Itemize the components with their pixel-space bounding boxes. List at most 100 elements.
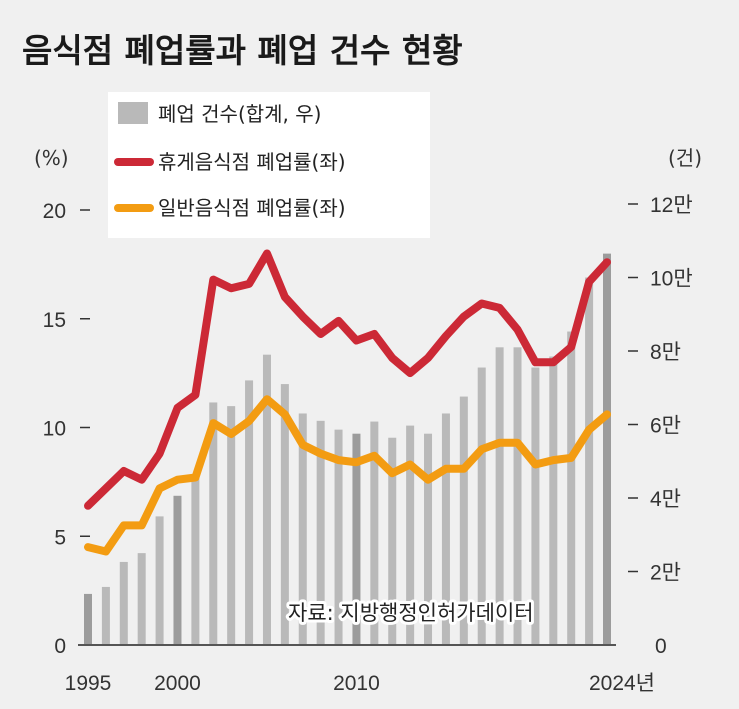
point-red-1997 bbox=[123, 470, 125, 472]
point-orange-2015 bbox=[445, 468, 447, 470]
bar-2003 bbox=[227, 406, 236, 645]
left-tick-label: 15 bbox=[43, 309, 66, 332]
point-red-2003 bbox=[230, 287, 232, 289]
point-red-2016 bbox=[463, 316, 465, 318]
right-tick-label: 4만 bbox=[650, 488, 681, 511]
bar-1995 bbox=[84, 593, 92, 645]
point-red-2023 bbox=[588, 281, 590, 283]
point-orange-1998 bbox=[141, 524, 143, 526]
bar-2005 bbox=[262, 354, 271, 645]
point-red-2005 bbox=[266, 253, 268, 254]
right-tick-label: 2만 bbox=[650, 562, 681, 585]
bar-2013 bbox=[406, 425, 415, 645]
bar-2017 bbox=[477, 367, 486, 645]
point-orange-2012 bbox=[391, 472, 393, 474]
point-red-2004 bbox=[248, 283, 250, 285]
bar-2016 bbox=[459, 396, 468, 645]
bar-2020 bbox=[531, 367, 540, 645]
bar-2014 bbox=[424, 433, 433, 645]
bar-1998 bbox=[137, 553, 146, 645]
point-red-2013 bbox=[409, 372, 411, 374]
bar-2021 bbox=[549, 356, 558, 645]
legend-swatch-bars bbox=[118, 102, 148, 124]
point-red-2006 bbox=[284, 296, 286, 298]
bar-2004 bbox=[245, 380, 254, 645]
point-orange-2005 bbox=[266, 398, 268, 400]
right-tick-label: 12만 bbox=[650, 194, 693, 217]
point-orange-2009 bbox=[338, 459, 340, 461]
right-axis-unit: (건) bbox=[668, 146, 702, 170]
line-orange-general-restaurant bbox=[84, 395, 611, 556]
point-red-2000 bbox=[176, 407, 178, 409]
point-orange-1999 bbox=[159, 487, 161, 489]
point-orange-2001 bbox=[194, 477, 196, 479]
bar-series bbox=[84, 253, 611, 646]
point-orange-2022 bbox=[570, 457, 572, 459]
x-tick-label-2000: 2000 bbox=[154, 672, 201, 695]
bar-2011 bbox=[370, 421, 379, 645]
right-tick-label: 10만 bbox=[650, 268, 693, 291]
right-tick-label: 0 bbox=[655, 635, 667, 658]
point-red-2011 bbox=[373, 333, 375, 335]
left-tick-label: 5 bbox=[54, 526, 66, 549]
bar-2009 bbox=[334, 429, 343, 645]
point-orange-1996 bbox=[105, 550, 107, 552]
legend: 폐업 건수(합계, 우) 휴게음식점 폐업률(좌) 일반음식점 폐업률(좌) bbox=[108, 92, 430, 238]
bar-2023 bbox=[585, 277, 594, 645]
bar-1999 bbox=[155, 516, 164, 645]
point-orange-2006 bbox=[284, 413, 286, 415]
bar-1997 bbox=[119, 561, 128, 645]
legend-label-orange-line: 일반음식점 폐업률(좌) bbox=[158, 196, 346, 220]
point-orange-1997 bbox=[123, 524, 125, 526]
point-orange-2024 bbox=[606, 413, 608, 415]
chart-title: 음식점 폐업률과 폐업 건수 현황 bbox=[22, 31, 463, 70]
legend-box bbox=[108, 92, 430, 238]
point-orange-2008 bbox=[320, 453, 322, 455]
point-orange-2010 bbox=[355, 461, 357, 463]
left-tick-label: 10 bbox=[43, 418, 66, 441]
bar-2018 bbox=[495, 347, 504, 645]
bar-2001 bbox=[191, 477, 200, 645]
bar-2008 bbox=[316, 420, 325, 645]
source-note: 자료: 지방행정인허가데이터 bbox=[288, 601, 534, 625]
point-red-2012 bbox=[391, 357, 393, 359]
right-tick-label: 8만 bbox=[650, 341, 681, 364]
bar-2022 bbox=[567, 331, 576, 645]
bar-2024 bbox=[603, 253, 611, 646]
legend-label-red-line: 휴게음식점 폐업률(좌) bbox=[158, 150, 346, 174]
right-tick-label: 6만 bbox=[650, 415, 681, 438]
bar-2007 bbox=[298, 413, 307, 645]
point-orange-2000 bbox=[176, 479, 178, 481]
point-orange-2021 bbox=[552, 459, 554, 461]
bar-2019 bbox=[513, 347, 522, 645]
point-red-2019 bbox=[517, 329, 519, 331]
legend-label-bars: 폐업 건수(합계, 우) bbox=[158, 102, 321, 126]
point-red-2018 bbox=[499, 307, 501, 309]
point-red-2014 bbox=[427, 357, 429, 359]
bar-1996 bbox=[101, 586, 110, 645]
point-orange-1995 bbox=[87, 546, 89, 548]
x-tick-label-2024: 2024년 bbox=[589, 672, 655, 695]
x-tick-label-1995: 1995 bbox=[65, 672, 112, 695]
axes: 0 5 10 15 20 0 2만 4만 6만 8만 10만 12만 1995 2000 2010 2024년 bbox=[43, 194, 693, 695]
left-tick-label: 20 bbox=[43, 200, 66, 223]
left-tick-label: 0 bbox=[54, 635, 66, 658]
point-red-1996 bbox=[105, 487, 107, 489]
point-red-2015 bbox=[445, 335, 447, 337]
point-red-2017 bbox=[481, 303, 483, 305]
bar-2006 bbox=[280, 384, 289, 645]
point-red-1995 bbox=[87, 505, 89, 507]
point-red-2022 bbox=[570, 346, 572, 348]
point-red-2020 bbox=[534, 361, 536, 363]
point-orange-2004 bbox=[248, 420, 250, 422]
point-orange-2007 bbox=[302, 444, 304, 446]
point-orange-2011 bbox=[373, 455, 375, 457]
point-red-2009 bbox=[338, 320, 340, 322]
point-red-1999 bbox=[159, 453, 161, 455]
line-red-rest-restaurant bbox=[84, 249, 611, 510]
x-tick-label-2010: 2010 bbox=[333, 672, 380, 695]
point-red-2024 bbox=[606, 261, 608, 263]
point-orange-2018 bbox=[499, 442, 501, 444]
point-orange-2017 bbox=[481, 448, 483, 450]
